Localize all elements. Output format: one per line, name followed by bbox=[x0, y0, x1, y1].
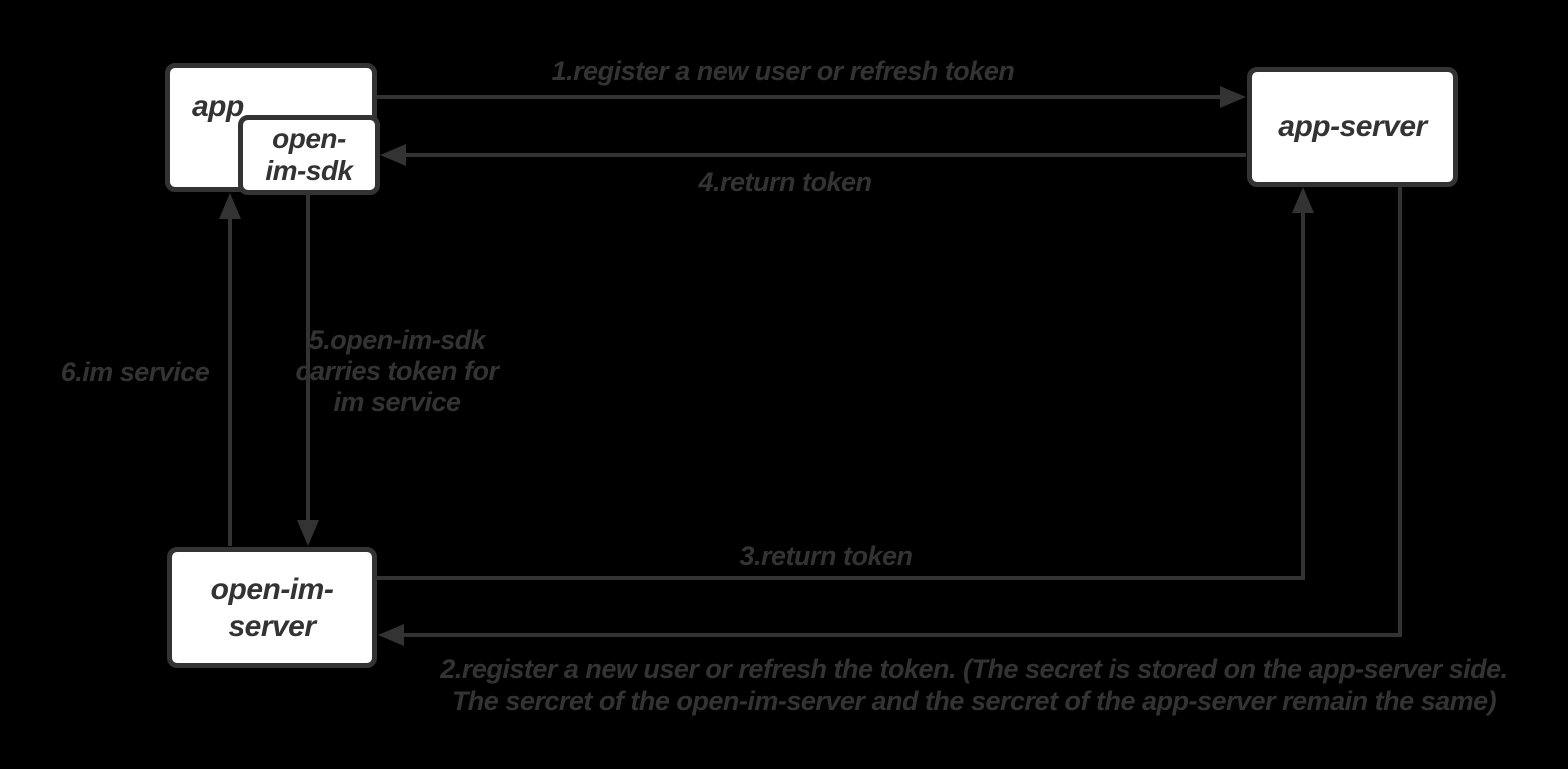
edge-6-arrowhead-up-icon bbox=[219, 193, 241, 219]
edge-label-2-line2: The sercret of the open-im-server and th… bbox=[451, 686, 1497, 716]
edge-label-5-line3: im service bbox=[333, 387, 461, 417]
edge-label-5-line1: 5.open-im-sdk bbox=[308, 325, 486, 355]
edge-label-2-line1: 2.register a new user or refresh the tok… bbox=[440, 654, 1508, 684]
edge-label-4: 4.return token bbox=[698, 167, 872, 197]
node-open-im-sdk-label-line1: open- bbox=[272, 123, 346, 154]
node-app-server-label: app-server bbox=[1278, 110, 1427, 143]
edge-4-arrowhead-left-icon bbox=[380, 144, 406, 166]
edge-3-arrowhead-up-icon bbox=[1292, 187, 1314, 213]
edge-label-6: 6.im service bbox=[60, 357, 210, 387]
edge-label-5: 5.open-im-sdk carries token for im servi… bbox=[282, 325, 512, 418]
node-open-im-sdk-label-line2: im-sdk bbox=[265, 155, 353, 186]
edge-2-arrowhead-left-icon bbox=[378, 624, 404, 646]
edge-label-3: 3.return token bbox=[739, 541, 913, 571]
edge-label-2: 2.register a new user or refresh the tok… bbox=[404, 653, 1544, 717]
node-open-im-server: open-im- server bbox=[167, 547, 377, 668]
edge-3-line bbox=[377, 212, 1305, 580]
edge-label-1: 1.register a new user or refresh token bbox=[551, 56, 1015, 86]
edge-5-arrowhead-down-icon bbox=[297, 520, 319, 546]
node-open-im-server-label-line2: server bbox=[228, 609, 316, 643]
node-open-im-sdk: open- im-sdk bbox=[238, 115, 380, 195]
node-open-im-server-label-line1: open-im- bbox=[210, 572, 334, 606]
node-app-server: app-server bbox=[1247, 67, 1458, 187]
edge-1-arrowhead-right-icon bbox=[1220, 86, 1246, 108]
edge-label-5-line2: carries token for bbox=[295, 356, 499, 386]
node-app-label: app bbox=[192, 90, 244, 123]
